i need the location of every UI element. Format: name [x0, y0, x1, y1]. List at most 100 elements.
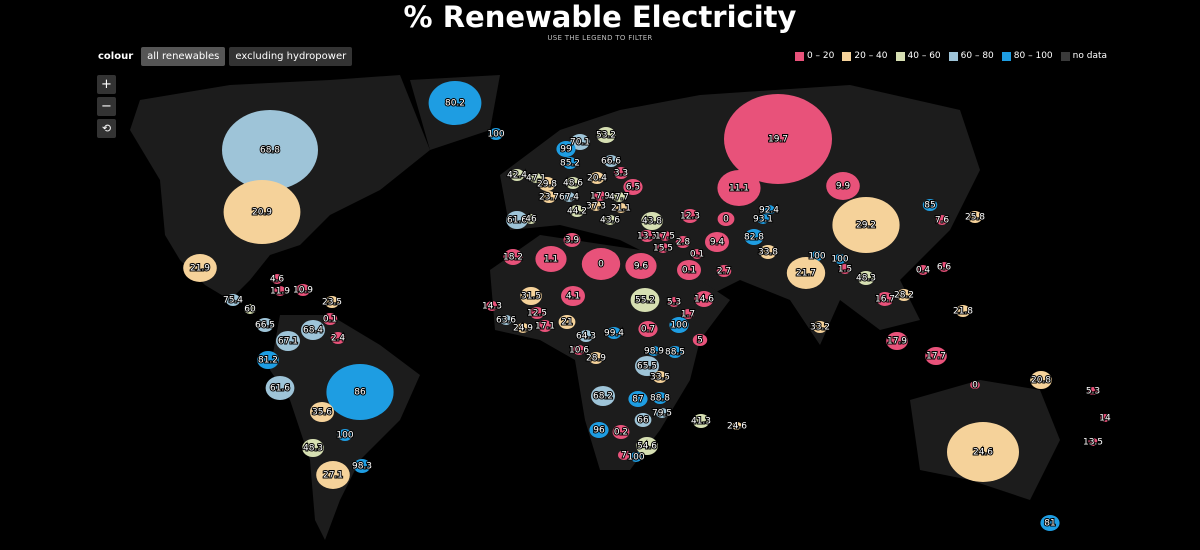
- country: [705, 232, 729, 252]
- legend-item[interactable]: 60 – 80: [948, 51, 994, 61]
- country: [581, 248, 621, 280]
- country-value: 5: [697, 336, 703, 346]
- country: [506, 211, 528, 229]
- country-value: 1.1: [544, 255, 558, 265]
- country-value: 24.6: [973, 448, 993, 458]
- country-value: 100: [487, 130, 504, 140]
- legend-item[interactable]: 80 – 100: [1001, 51, 1053, 61]
- country: [541, 191, 557, 203]
- country-value: 28.9: [586, 354, 606, 364]
- option-button[interactable]: excluding hydropower: [229, 47, 353, 66]
- country-value: 92.4: [759, 206, 779, 216]
- country: [630, 288, 660, 312]
- country-value: 98.3: [352, 462, 372, 472]
- country-value: 12.3: [680, 212, 700, 222]
- country-value: 66: [637, 416, 649, 426]
- country-value: 17.9: [887, 337, 907, 347]
- zoom-in[interactable]: +: [97, 75, 116, 94]
- country: [876, 292, 894, 306]
- country-value: 48.3: [856, 274, 876, 284]
- legend-swatch: [948, 51, 958, 61]
- legend-item[interactable]: no data: [1060, 51, 1107, 61]
- country-value: 2.8: [676, 238, 691, 248]
- country-value: 29.8: [537, 180, 557, 190]
- country-value: 5.3: [667, 298, 681, 308]
- country: [589, 172, 605, 184]
- country-value: 14.6: [694, 295, 714, 305]
- country-value: 64.3: [576, 332, 596, 342]
- country: [256, 318, 274, 332]
- country-value: 61.6: [507, 216, 527, 226]
- country-value: 5.3: [1086, 387, 1100, 397]
- country: [509, 169, 525, 181]
- country: [556, 141, 576, 157]
- country-value: 0: [598, 260, 604, 270]
- country: [223, 180, 301, 244]
- country-value: 28.2: [894, 291, 914, 301]
- country: [603, 155, 619, 167]
- country: [488, 128, 504, 140]
- country-value: 7: [621, 451, 627, 461]
- country: [717, 212, 735, 226]
- country: [618, 450, 630, 460]
- country-value: 46: [525, 215, 537, 225]
- country-value: 7.6: [935, 216, 950, 226]
- country-value: 99: [560, 145, 572, 155]
- legend-label: 80 – 100: [1013, 51, 1053, 61]
- country-value: 3.3: [614, 169, 628, 179]
- country-value: 6.6: [937, 263, 952, 273]
- country: [563, 233, 581, 247]
- country: [310, 402, 334, 422]
- country: [330, 332, 346, 344]
- country: [635, 356, 659, 376]
- country: [630, 452, 642, 462]
- legend-item[interactable]: 0 – 20: [794, 51, 834, 61]
- country-value: 85: [924, 201, 935, 211]
- reset-button[interactable]: ⟲: [97, 119, 116, 138]
- zoom-out[interactable]: −: [97, 97, 116, 116]
- country: [563, 192, 575, 202]
- legend: 0 – 20 20 – 40 40 – 60 60 – 80 80 – 100 no da…: [794, 51, 1107, 61]
- country-value: 27.1: [323, 471, 343, 481]
- country-value: 19.7: [768, 135, 788, 145]
- country: [636, 437, 658, 455]
- country-value: 66.5: [255, 321, 275, 331]
- country: [657, 243, 669, 253]
- country: [596, 127, 616, 143]
- country-value: 1.7: [681, 310, 695, 320]
- country-value: 63.6: [496, 316, 516, 326]
- country-value: 0: [972, 381, 978, 391]
- country-value: 20.8: [1031, 376, 1051, 386]
- country-value: 68.4: [303, 326, 323, 336]
- country: [641, 212, 663, 230]
- country: [623, 179, 643, 195]
- country-value: 21.8: [953, 307, 973, 317]
- country: [353, 459, 371, 473]
- option-button[interactable]: all renewables: [141, 47, 226, 66]
- country: [826, 172, 860, 200]
- country: [812, 321, 828, 333]
- country-value: 99.4: [604, 329, 624, 339]
- country-value: 0.4: [916, 266, 931, 276]
- country: [717, 170, 761, 206]
- country-value: 61.6: [270, 384, 290, 394]
- country: [322, 313, 338, 325]
- country-value: 67.4: [559, 193, 579, 203]
- country: [520, 287, 542, 305]
- country-value: 21.7: [796, 269, 816, 279]
- legend-item[interactable]: 40 – 60: [895, 51, 941, 61]
- legend-label: 60 – 80: [960, 51, 994, 61]
- country: [634, 413, 652, 427]
- legend-swatch: [895, 51, 905, 61]
- country: [271, 274, 283, 284]
- country: [857, 271, 875, 285]
- country-value: 17.7: [926, 352, 946, 362]
- country-value: 25.8: [965, 213, 985, 223]
- country-value: 96: [593, 426, 605, 436]
- country: [628, 391, 648, 407]
- country-value: 88.8: [650, 394, 670, 404]
- legend-item[interactable]: 20 – 40: [842, 51, 888, 61]
- country: [612, 425, 630, 439]
